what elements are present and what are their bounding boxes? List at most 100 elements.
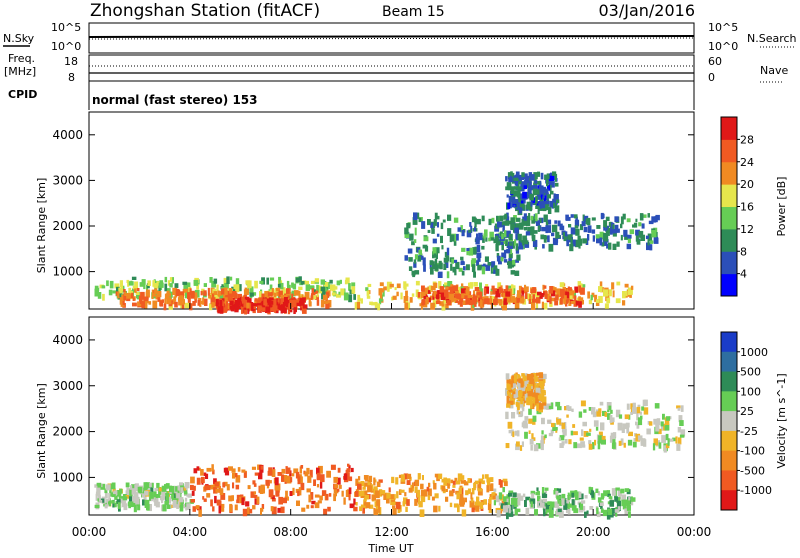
colorbar-label: Velocity [m s^-1] [775, 373, 788, 468]
data-cell [378, 288, 382, 296]
data-cell [603, 490, 608, 497]
data-cell [580, 283, 583, 291]
data-cell [617, 504, 621, 511]
data-cell [151, 295, 154, 300]
data-cell [305, 284, 310, 291]
data-cell [435, 294, 440, 300]
data-cell [551, 224, 555, 233]
data-cell [455, 233, 459, 241]
data-cell [534, 292, 537, 297]
data-cell [524, 242, 530, 248]
y-tick-label: 1000 [52, 470, 83, 484]
data-cell [316, 467, 320, 475]
data-cell [231, 495, 234, 501]
data-cell [212, 506, 215, 512]
data-cell [121, 500, 127, 508]
data-cell [620, 488, 625, 494]
data-cell [595, 426, 599, 431]
data-cell [507, 172, 513, 180]
data-cell [411, 241, 415, 246]
data-cell [570, 430, 574, 436]
data-cell [442, 219, 446, 223]
data-cell [461, 247, 466, 252]
data-cell [158, 487, 164, 492]
data-cell [413, 212, 418, 220]
data-cell [524, 500, 527, 507]
data-cell [255, 303, 258, 307]
data-cell [601, 435, 606, 440]
data-cell [501, 233, 504, 240]
data-cell [508, 388, 511, 394]
data-cell [527, 227, 532, 234]
data-cell [291, 293, 294, 299]
data-cell [622, 423, 627, 430]
data-cell [327, 506, 331, 512]
data-cell [100, 483, 106, 490]
data-cell [127, 488, 131, 494]
data-cell [331, 284, 336, 292]
data-cell [517, 186, 521, 191]
data-cell [552, 175, 557, 181]
data-cell [554, 300, 559, 306]
data-cell [542, 373, 547, 380]
data-cell [241, 307, 244, 314]
data-cell [396, 491, 399, 499]
data-cell [156, 494, 161, 498]
data-cell [282, 497, 287, 504]
data-cell [553, 427, 558, 431]
data-cell [271, 497, 276, 502]
data-cell [537, 500, 541, 508]
data-cell [445, 296, 449, 301]
colorbar-swatch [721, 430, 737, 452]
data-cell [234, 292, 238, 299]
data-cell [523, 213, 527, 221]
data-cell [530, 402, 533, 409]
data-cell [526, 373, 531, 381]
data-cell [541, 390, 546, 393]
data-cell [512, 383, 516, 389]
data-cell [336, 477, 341, 485]
data-cell [159, 495, 165, 501]
data-cell [542, 244, 545, 249]
data-cell [563, 296, 566, 305]
data-cell [363, 497, 367, 506]
data-cell [357, 483, 362, 490]
data-cell [537, 171, 541, 177]
data-cell [520, 397, 523, 405]
data-cell [460, 291, 465, 299]
data-cell [561, 498, 565, 506]
data-cell [434, 212, 438, 220]
data-cell [291, 473, 295, 477]
data-cell [482, 474, 485, 480]
data-cell [280, 506, 285, 514]
data-cell [490, 237, 495, 241]
data-cell [579, 502, 584, 510]
data-cell [529, 201, 533, 207]
data-cell [247, 485, 251, 490]
data-cell [461, 230, 465, 237]
data-cell [330, 464, 336, 470]
data-cell [326, 470, 331, 478]
data-cell [515, 389, 518, 397]
data-cell [514, 430, 519, 436]
data-cell [506, 213, 509, 221]
data-cell [380, 490, 386, 495]
data-cell [186, 282, 191, 290]
data-cell [236, 299, 241, 304]
data-cell [542, 194, 545, 199]
data-cell [440, 286, 444, 291]
data-cell [538, 185, 543, 191]
data-cell [300, 482, 305, 491]
data-cell [639, 411, 642, 415]
data-cell [316, 484, 320, 488]
data-cell [617, 422, 623, 431]
data-cell [353, 498, 356, 505]
data-cell [606, 511, 611, 520]
data-cell [357, 490, 362, 497]
data-cell [515, 233, 519, 241]
data-cell [247, 280, 252, 289]
data-cell [583, 409, 587, 413]
data-cell [229, 300, 234, 306]
data-cell [210, 499, 213, 507]
